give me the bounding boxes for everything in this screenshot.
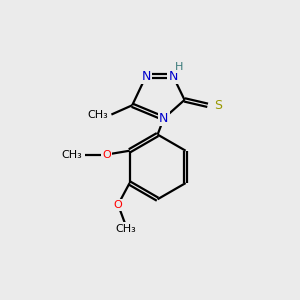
Text: N: N xyxy=(159,112,168,125)
Text: N: N xyxy=(141,70,151,83)
Text: N: N xyxy=(168,70,178,83)
Text: O: O xyxy=(102,150,111,160)
Text: O: O xyxy=(114,200,122,210)
Text: CH₃: CH₃ xyxy=(61,150,82,160)
Text: S: S xyxy=(214,99,222,112)
Text: CH₃: CH₃ xyxy=(116,224,136,233)
Text: CH₃: CH₃ xyxy=(88,110,108,119)
Text: H: H xyxy=(175,62,183,72)
